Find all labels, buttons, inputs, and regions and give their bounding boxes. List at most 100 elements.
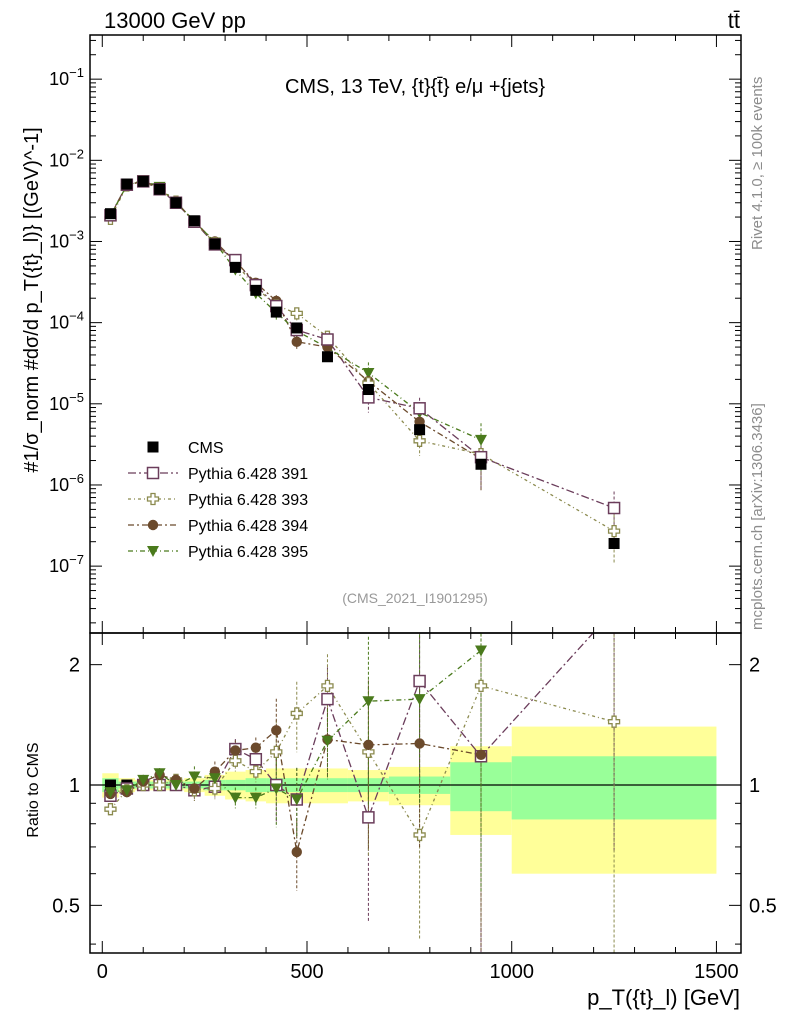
ratio-y-tick-label-right: 0.5: [749, 895, 777, 917]
ratio-bands: [90, 726, 741, 874]
point-CMS: [154, 183, 166, 195]
ratio-point-394: [271, 725, 282, 736]
ratio-point-393: [153, 778, 166, 792]
mcplots-label: mcplots.cern.ch [arXiv:1306.3436]: [749, 403, 766, 630]
ratio-point-393: [104, 803, 117, 816]
ratio-point-394: [189, 783, 200, 794]
ratio-point-393: [249, 765, 262, 778]
ratio-line-393: [110, 684, 615, 837]
y-tick-label: 10−4: [49, 309, 84, 333]
ratio-point-395: [413, 694, 426, 706]
ratio-cms-point: [104, 779, 116, 791]
legend-label: Pythia 6.428 394: [188, 518, 308, 535]
point-CMS: [475, 458, 487, 470]
ratio-frame: [89, 632, 742, 954]
point-CMS: [121, 178, 133, 190]
legend-marker: [146, 466, 160, 480]
ratio-line-394: [110, 729, 482, 853]
y-tick-label: 10−1: [49, 65, 84, 89]
ratio-point-395: [270, 783, 283, 795]
analysis-label: (CMS_2021_I1901295): [342, 590, 488, 606]
ratio-point-394: [291, 846, 302, 858]
point-CMS: [229, 261, 241, 273]
ratio-axes: 0.5 0.5 1 1 2 2 0 500 1000 1500: [52, 633, 777, 983]
legend-label: Pythia 6.428 395: [188, 544, 308, 561]
ratio-point-393: [413, 828, 426, 842]
ratio-point-394: [250, 742, 262, 753]
ratio-y-tick-label-right: 2: [749, 655, 760, 677]
legend-label: Pythia 6.428 391: [188, 466, 308, 483]
ratio-point-395: [153, 768, 166, 780]
point-393: [607, 524, 621, 538]
point-393: [413, 434, 426, 447]
ratio-point-391: [609, 604, 620, 615]
chart-title: CMS, 13 TeV, {t}{t̄} e/μ +{jets}: [285, 76, 545, 98]
point-CMS: [137, 175, 149, 187]
ratio-point-391: [249, 752, 263, 766]
ratio-point-393: [208, 782, 222, 795]
legend-marker: [146, 492, 160, 506]
ratio-point-393: [290, 707, 303, 720]
process-label: tt̄: [728, 8, 740, 33]
ratio-y-axis-label: Ratio to CMS: [25, 742, 42, 837]
ratio-point-394: [363, 739, 374, 751]
ratio-y-tick-label: 1: [69, 775, 80, 797]
point-CMS: [414, 424, 426, 436]
ratio-line-391: [110, 633, 595, 820]
ratio-point-394: [230, 745, 241, 756]
ratio-point-391: [321, 692, 334, 706]
ratio-data-layer: [104, 604, 621, 953]
ratio-point-395: [208, 773, 221, 785]
ratio-point-394: [414, 738, 425, 749]
point-CMS: [170, 197, 182, 209]
ratio-point-393: [321, 679, 334, 693]
ratio-point-395: [229, 792, 242, 804]
main-data-layer: [104, 175, 621, 564]
main-axes: 10−7 10−6 10−5 10−4 10−3 10−2 10−1: [49, 35, 741, 633]
point-CMS: [188, 215, 200, 227]
legend-marker: [147, 546, 159, 557]
ratio-y-tick-label: 0.5: [52, 895, 80, 917]
ratio-point-393: [474, 679, 488, 693]
ratio-point-395: [321, 735, 334, 747]
point-CMS: [250, 284, 262, 296]
ratio-point-395: [104, 787, 117, 799]
ratio-point-395: [188, 771, 201, 783]
main-y-axis-label: #1/σ_norm #dσ/d p_T({t}_l)} [(GeV)^-1]: [21, 127, 43, 472]
point-395: [475, 434, 488, 446]
ratio-point-391: [413, 674, 426, 688]
ratio-y-tick-label: 2: [69, 655, 80, 677]
ratio-point-391: [362, 811, 375, 824]
ratio-point-395: [362, 696, 375, 708]
ratio-line-395: [110, 649, 482, 801]
y-tick-label: 10−6: [49, 471, 84, 495]
y-tick-label: 10−5: [49, 390, 84, 414]
ratio-point-395: [169, 780, 182, 792]
ratio-series-group: [104, 604, 621, 953]
point-391: [413, 402, 426, 415]
ratio-point-395: [475, 645, 488, 657]
energy-label: 13000 GeV pp: [104, 8, 246, 33]
point-391: [321, 333, 334, 346]
ratio-point-393: [229, 754, 242, 767]
series-line-391: [109, 180, 615, 509]
x-tick-label: 1500: [694, 961, 739, 983]
x-tick-label: 0: [97, 961, 108, 983]
ratio-point-393: [270, 745, 283, 759]
legend: CMS Pythia 6.428 391 Pythia 6.428 393 Pythi…: [128, 440, 308, 561]
ratio-point-395: [137, 774, 150, 786]
point-394: [291, 336, 302, 348]
point-CMS: [291, 322, 303, 334]
point-CMS: [321, 351, 333, 363]
main-y-axis-label-text: #1/σ_norm #dσ/d p_T({t}_l)} [(GeV)^-1]: [21, 127, 43, 472]
ratio-point-394: [475, 749, 487, 761]
ratio-point-393: [362, 745, 375, 759]
point-391: [607, 501, 621, 515]
x-axis-label: p_T({t}_l) [GeV]: [587, 985, 740, 1010]
series-line-394: [109, 180, 482, 460]
ratio-point-395: [249, 792, 262, 804]
point-395: [362, 367, 375, 379]
ratio-point-395: [290, 794, 303, 806]
x-tick-label: 500: [290, 961, 323, 983]
